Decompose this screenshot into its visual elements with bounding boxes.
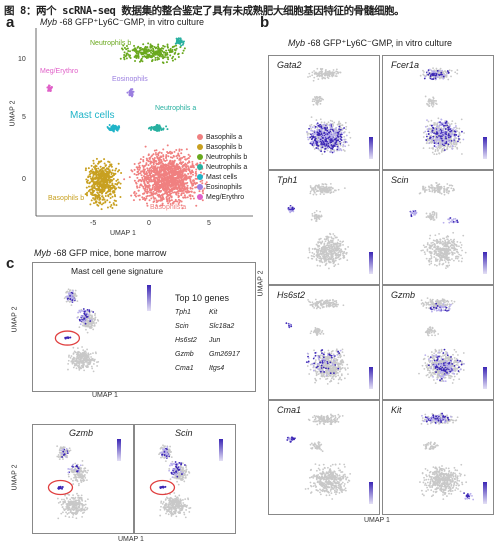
panel-a-ylabel: UMAP 2 bbox=[9, 100, 17, 127]
panel-a-title: Myb -68 GFP⁺Ly6C⁻GMP, in vitro culture bbox=[40, 17, 205, 27]
feature-plot-cma1: Cma1 bbox=[268, 400, 380, 515]
label-basophils-b: Basophils b bbox=[48, 195, 85, 202]
color-scale bbox=[117, 439, 121, 461]
label-eosinophils: Eosinophils bbox=[112, 76, 148, 83]
panel-b-grid: Gata2 Fcer1a Tph1 Scin Hs6st2 Gzmb Cma1 … bbox=[268, 55, 494, 515]
color-scale bbox=[369, 137, 373, 159]
panel-c-xlabel-bottom: UMAP 1 bbox=[118, 536, 144, 543]
highlight-ellipse bbox=[47, 479, 74, 496]
color-scale bbox=[483, 137, 487, 159]
signature-title: Mast cell gene signature bbox=[71, 266, 164, 276]
top-genes-list: Tph1 Kit Scin Slc18a2 Hs6st2 Jun Gzmb Gm2691… bbox=[175, 309, 240, 372]
feature-plot-tph1: Tph1 bbox=[268, 170, 380, 285]
feature-plot-kit: Kit bbox=[382, 400, 494, 515]
feature-plot-gzmb: Gzmb bbox=[382, 285, 494, 400]
color-scale bbox=[369, 482, 373, 504]
panel-c-xlabel-top: UMAP 1 bbox=[92, 392, 118, 399]
panel-c-gzmb-plot: Gzmb bbox=[32, 424, 134, 534]
xtick-m5: -5 bbox=[90, 220, 97, 227]
feature-plot-gata2: Gata2 bbox=[268, 55, 380, 170]
xtick-5: 5 bbox=[207, 220, 211, 227]
panel-c-label: c bbox=[6, 255, 15, 272]
panel-b-ylabel: UMAP 2 bbox=[257, 270, 265, 297]
highlight-ellipse bbox=[149, 479, 176, 496]
label-neutrophils-b: Neutrophils b bbox=[90, 40, 132, 47]
panel-c-signature-plot: Mast cell gene signature Top 10 genes Tp… bbox=[32, 262, 256, 392]
legend-swatch bbox=[197, 174, 203, 180]
ytick-5: 5 bbox=[22, 114, 26, 121]
ytick-0: 0 bbox=[22, 176, 26, 183]
legend-swatch bbox=[197, 144, 203, 150]
feature-plot-scin: Scin bbox=[382, 170, 494, 285]
xtick-0: 0 bbox=[147, 220, 151, 227]
panel-a-legend: Basophils a Basophils b Neutrophils b Ne… bbox=[197, 132, 247, 202]
panel-b-label: b bbox=[260, 14, 270, 31]
panel-a-umap bbox=[35, 28, 253, 217]
label-meg-erythro: Meg/Erythro bbox=[40, 68, 79, 75]
feature-plot-hs6st2: Hs6st2 bbox=[268, 285, 380, 400]
label-basophils-a: Basophils a bbox=[150, 204, 187, 211]
legend-item: Basophils a bbox=[197, 132, 247, 142]
panel-c-ylabel-top: UMAP 2 bbox=[11, 306, 19, 333]
legend-swatch bbox=[197, 134, 203, 140]
color-scale bbox=[369, 367, 373, 389]
color-scale bbox=[483, 367, 487, 389]
legend-item: Basophils b bbox=[197, 142, 247, 152]
color-scale bbox=[483, 252, 487, 274]
legend-swatch bbox=[197, 184, 203, 190]
top-genes-title: Top 10 genes bbox=[175, 293, 230, 303]
label-mast-cells: Mast cells bbox=[70, 110, 115, 121]
panel-b-title: Myb -68 GFP⁺Ly6C⁻GMP, in vitro culture bbox=[288, 38, 453, 48]
highlight-ellipse bbox=[54, 330, 81, 346]
panel-a-label: a bbox=[6, 14, 15, 31]
legend-item: Neutrophils a bbox=[197, 162, 247, 172]
ytick-10: 10 bbox=[18, 56, 26, 63]
legend-swatch bbox=[197, 194, 203, 200]
panel-a-xlabel: UMAP 1 bbox=[110, 230, 136, 237]
color-scale bbox=[369, 252, 373, 274]
panel-c-title: Myb -68 GFP mice, bone marrow bbox=[34, 248, 167, 258]
legend-item: Meg/Erythro bbox=[197, 192, 247, 202]
figure-caption: 图 8：两个 scRNA-seq 数据集的整合鉴定了具有未成熟肥大细胞基因特征的… bbox=[4, 5, 405, 17]
panel-c-ylabel-bottom: UMAP 2 bbox=[11, 464, 19, 491]
legend-swatch bbox=[197, 154, 203, 160]
legend-item: Neutrophils b bbox=[197, 152, 247, 162]
color-scale bbox=[219, 439, 223, 461]
color-scale bbox=[483, 482, 487, 504]
legend-item: Mast cells bbox=[197, 172, 247, 182]
panel-c-scin-plot: Scin bbox=[134, 424, 236, 534]
panel-b-xlabel: UMAP 1 bbox=[364, 517, 390, 524]
color-scale bbox=[147, 285, 151, 311]
label-neutrophils-a: Neutrophils a bbox=[155, 105, 197, 112]
legend-item: Eosinophils bbox=[197, 182, 247, 192]
feature-plot-fcer1a: Fcer1a bbox=[382, 55, 494, 170]
legend-swatch bbox=[197, 164, 203, 170]
